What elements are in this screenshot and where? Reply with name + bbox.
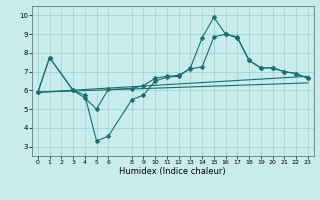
X-axis label: Humidex (Indice chaleur): Humidex (Indice chaleur) bbox=[119, 167, 226, 176]
